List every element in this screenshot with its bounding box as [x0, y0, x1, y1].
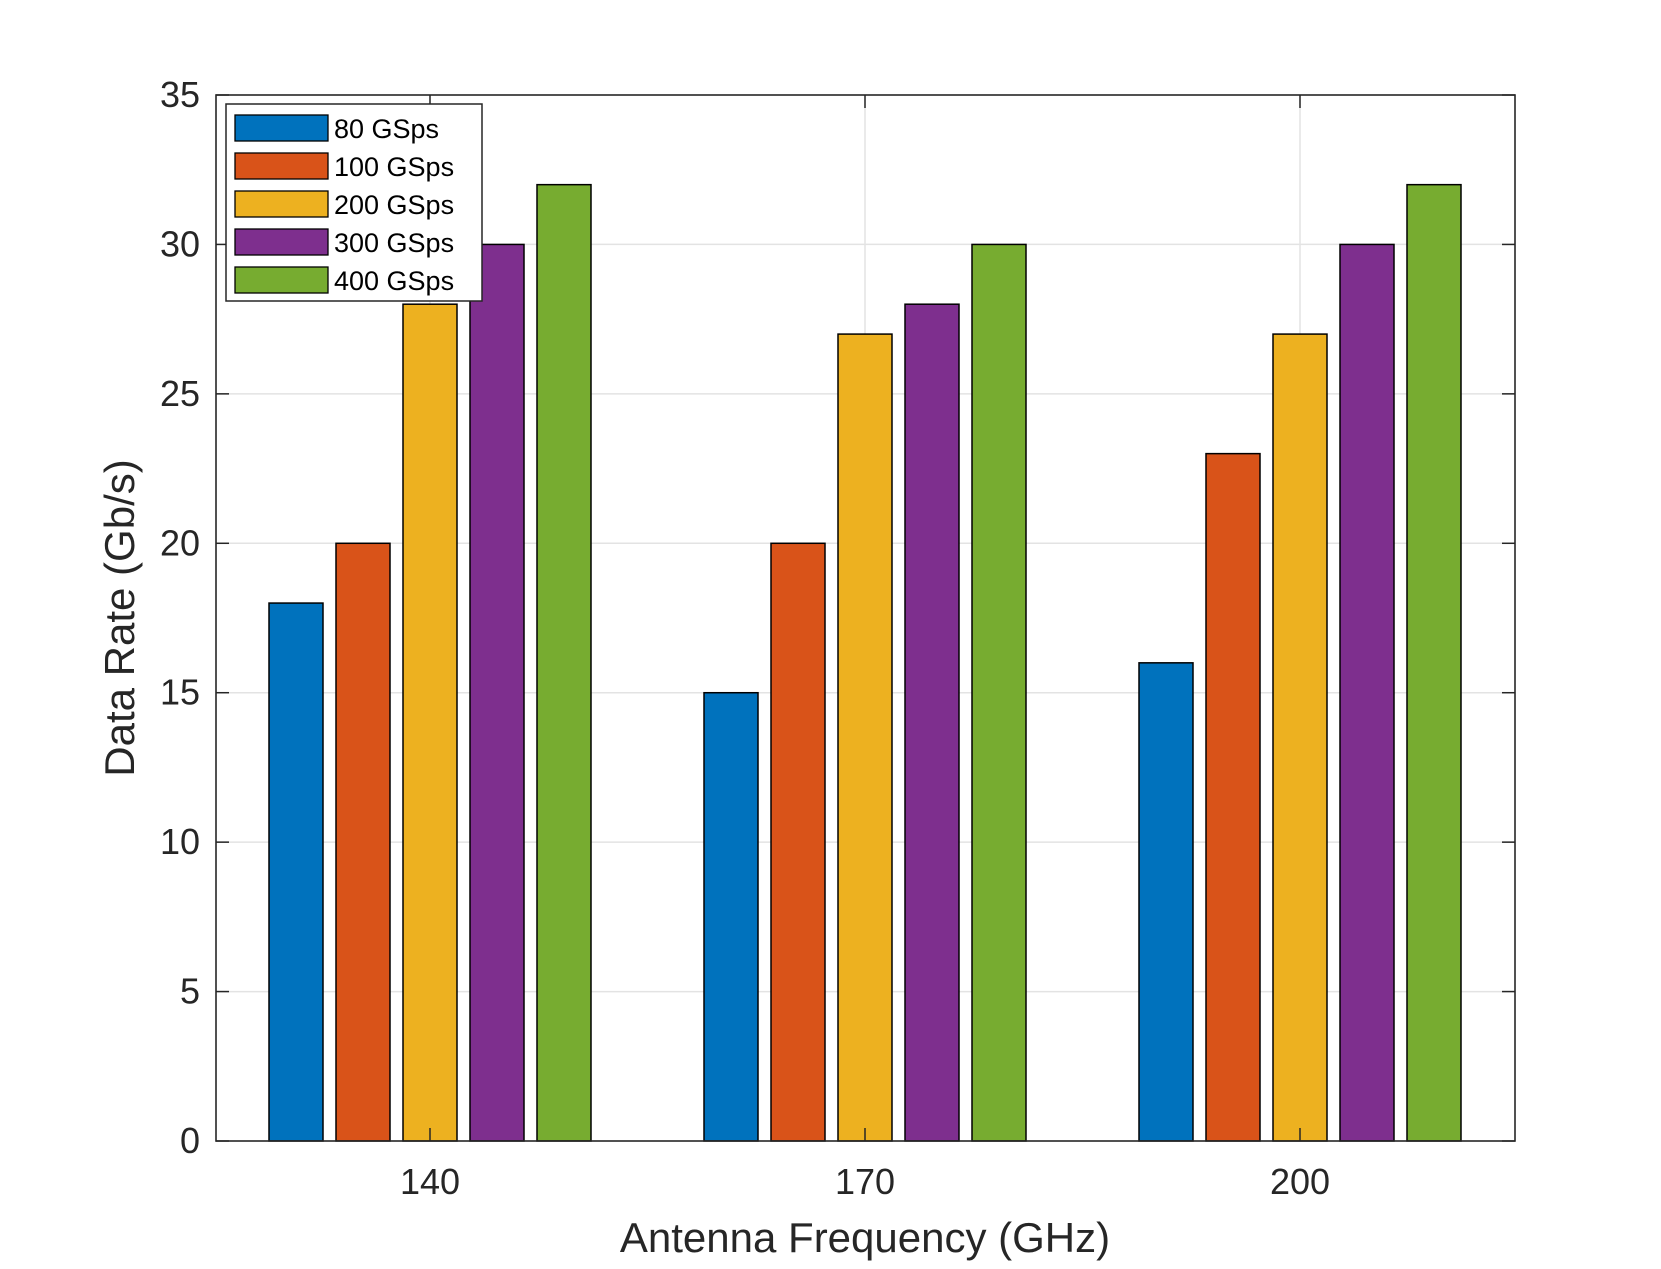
y-tick-label: 35	[160, 74, 200, 115]
bar-200-gsps-140	[402, 303, 458, 1142]
legend-label: 400 GSps	[334, 266, 454, 296]
y-tick-label: 15	[160, 672, 200, 713]
x-axis-label: Antenna Frequency (GHz)	[620, 1214, 1110, 1261]
y-tick-labels: 0 5 10 15 20 25 30 35	[160, 74, 200, 1161]
bar-400-gsps-200	[1406, 183, 1462, 1142]
y-tick-label: 0	[180, 1120, 200, 1161]
x-tick-labels: 140 170 200	[400, 1161, 1330, 1202]
legend-swatch	[234, 152, 329, 180]
bar-300-gsps-170	[904, 303, 960, 1142]
legend-swatch	[234, 266, 329, 294]
legend-label: 100 GSps	[334, 152, 454, 182]
bar-200-gsps-170	[837, 333, 893, 1142]
x-tick-label: 170	[835, 1161, 895, 1202]
y-tick-label: 30	[160, 223, 200, 264]
legend-swatch	[234, 114, 329, 142]
legend: 80 GSps 100 GSps 200 GSps 300 GSps 400 GSps	[225, 103, 483, 302]
y-tick-label: 25	[160, 373, 200, 414]
bar-400-gsps-140	[536, 183, 592, 1142]
y-tick-label: 5	[180, 971, 200, 1012]
bar-100-gsps-140	[335, 542, 391, 1142]
y-axis-label: Data Rate (Gb/s)	[96, 459, 143, 776]
bar-marks	[268, 183, 1462, 1142]
legend-swatch	[234, 190, 329, 218]
legend-label: 200 GSps	[334, 190, 454, 220]
bar-300-gsps-200	[1339, 243, 1395, 1142]
x-tick-label: 200	[1270, 1161, 1330, 1202]
x-tick-label: 140	[400, 1161, 460, 1202]
bar-300-gsps-140	[469, 243, 525, 1142]
bar-400-gsps-170	[971, 243, 1027, 1142]
y-tick-label: 10	[160, 821, 200, 862]
legend-label: 80 GSps	[334, 114, 439, 144]
bar-80-gsps-140	[268, 602, 324, 1142]
bar-80-gsps-200	[1138, 662, 1194, 1142]
bar-80-gsps-170	[703, 691, 759, 1142]
axis-ticks	[216, 94, 1515, 1142]
legend-label: 300 GSps	[334, 228, 454, 258]
bar-200-gsps-200	[1272, 333, 1328, 1142]
legend-swatch	[234, 228, 329, 256]
bar-100-gsps-170	[770, 542, 826, 1142]
bar-100-gsps-200	[1205, 452, 1261, 1142]
y-tick-label: 20	[160, 522, 200, 563]
